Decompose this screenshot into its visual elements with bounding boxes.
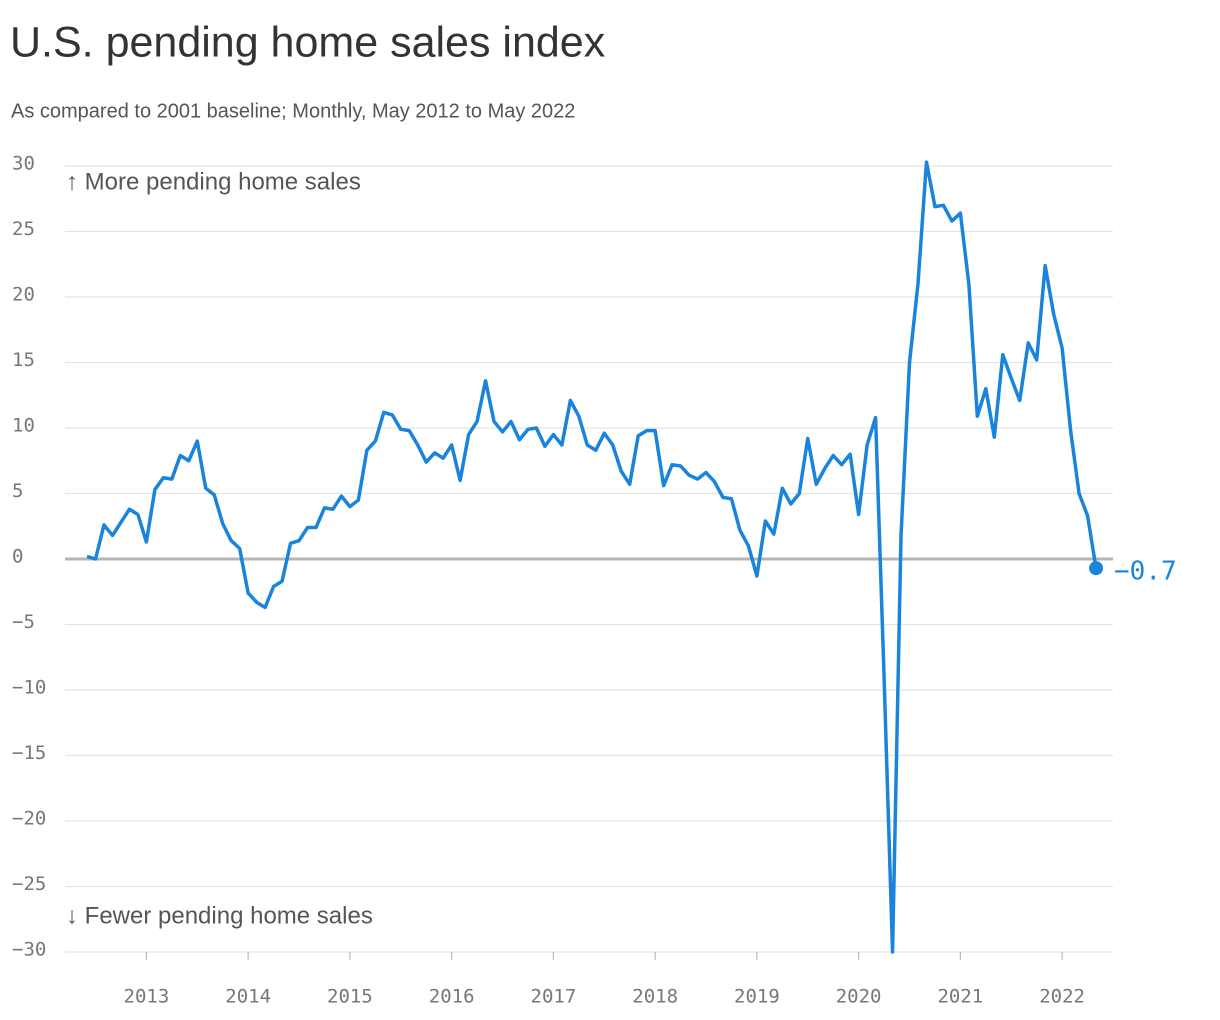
y-tick-label: 20 <box>12 284 35 306</box>
y-tick-label: −30 <box>12 939 46 961</box>
end-label: −0.7 <box>1114 557 1177 587</box>
end-dot <box>1089 561 1104 576</box>
y-tick-label: 15 <box>12 349 35 371</box>
y-tick-label: 0 <box>12 546 23 568</box>
x-tick-label: 2022 <box>1039 986 1085 1008</box>
x-tick-label: 2019 <box>734 986 780 1008</box>
chart-subtitle: As compared to 2001 baseline; Monthly, M… <box>11 100 575 122</box>
annotation: ↓ Fewer pending home sales <box>66 902 373 929</box>
x-tick-label: 2020 <box>836 986 882 1008</box>
chart-title: U.S. pending home sales index <box>10 18 606 66</box>
x-tick-label: 2014 <box>225 986 271 1008</box>
y-tick-label: −10 <box>12 677 46 699</box>
x-tick-label: 2017 <box>531 986 577 1008</box>
y-tick-label: 10 <box>12 415 35 437</box>
y-tick-label: 5 <box>12 480 23 502</box>
x-tick-label: 2013 <box>124 986 170 1008</box>
y-tick-label: −15 <box>12 742 46 764</box>
x-tick-label: 2016 <box>429 986 475 1008</box>
y-tick-label: 30 <box>12 153 35 175</box>
y-tick-label: −20 <box>12 808 46 830</box>
x-tick-label: 2021 <box>937 986 983 1008</box>
x-tick-label: 2015 <box>327 986 373 1008</box>
x-tick-label: 2018 <box>632 986 678 1008</box>
annotation: ↑ More pending home sales <box>66 168 361 195</box>
line <box>86 160 1098 954</box>
y-tick-label: 25 <box>12 218 35 240</box>
y-tick-label: −5 <box>12 611 35 633</box>
y-tick-label: −25 <box>12 873 46 895</box>
